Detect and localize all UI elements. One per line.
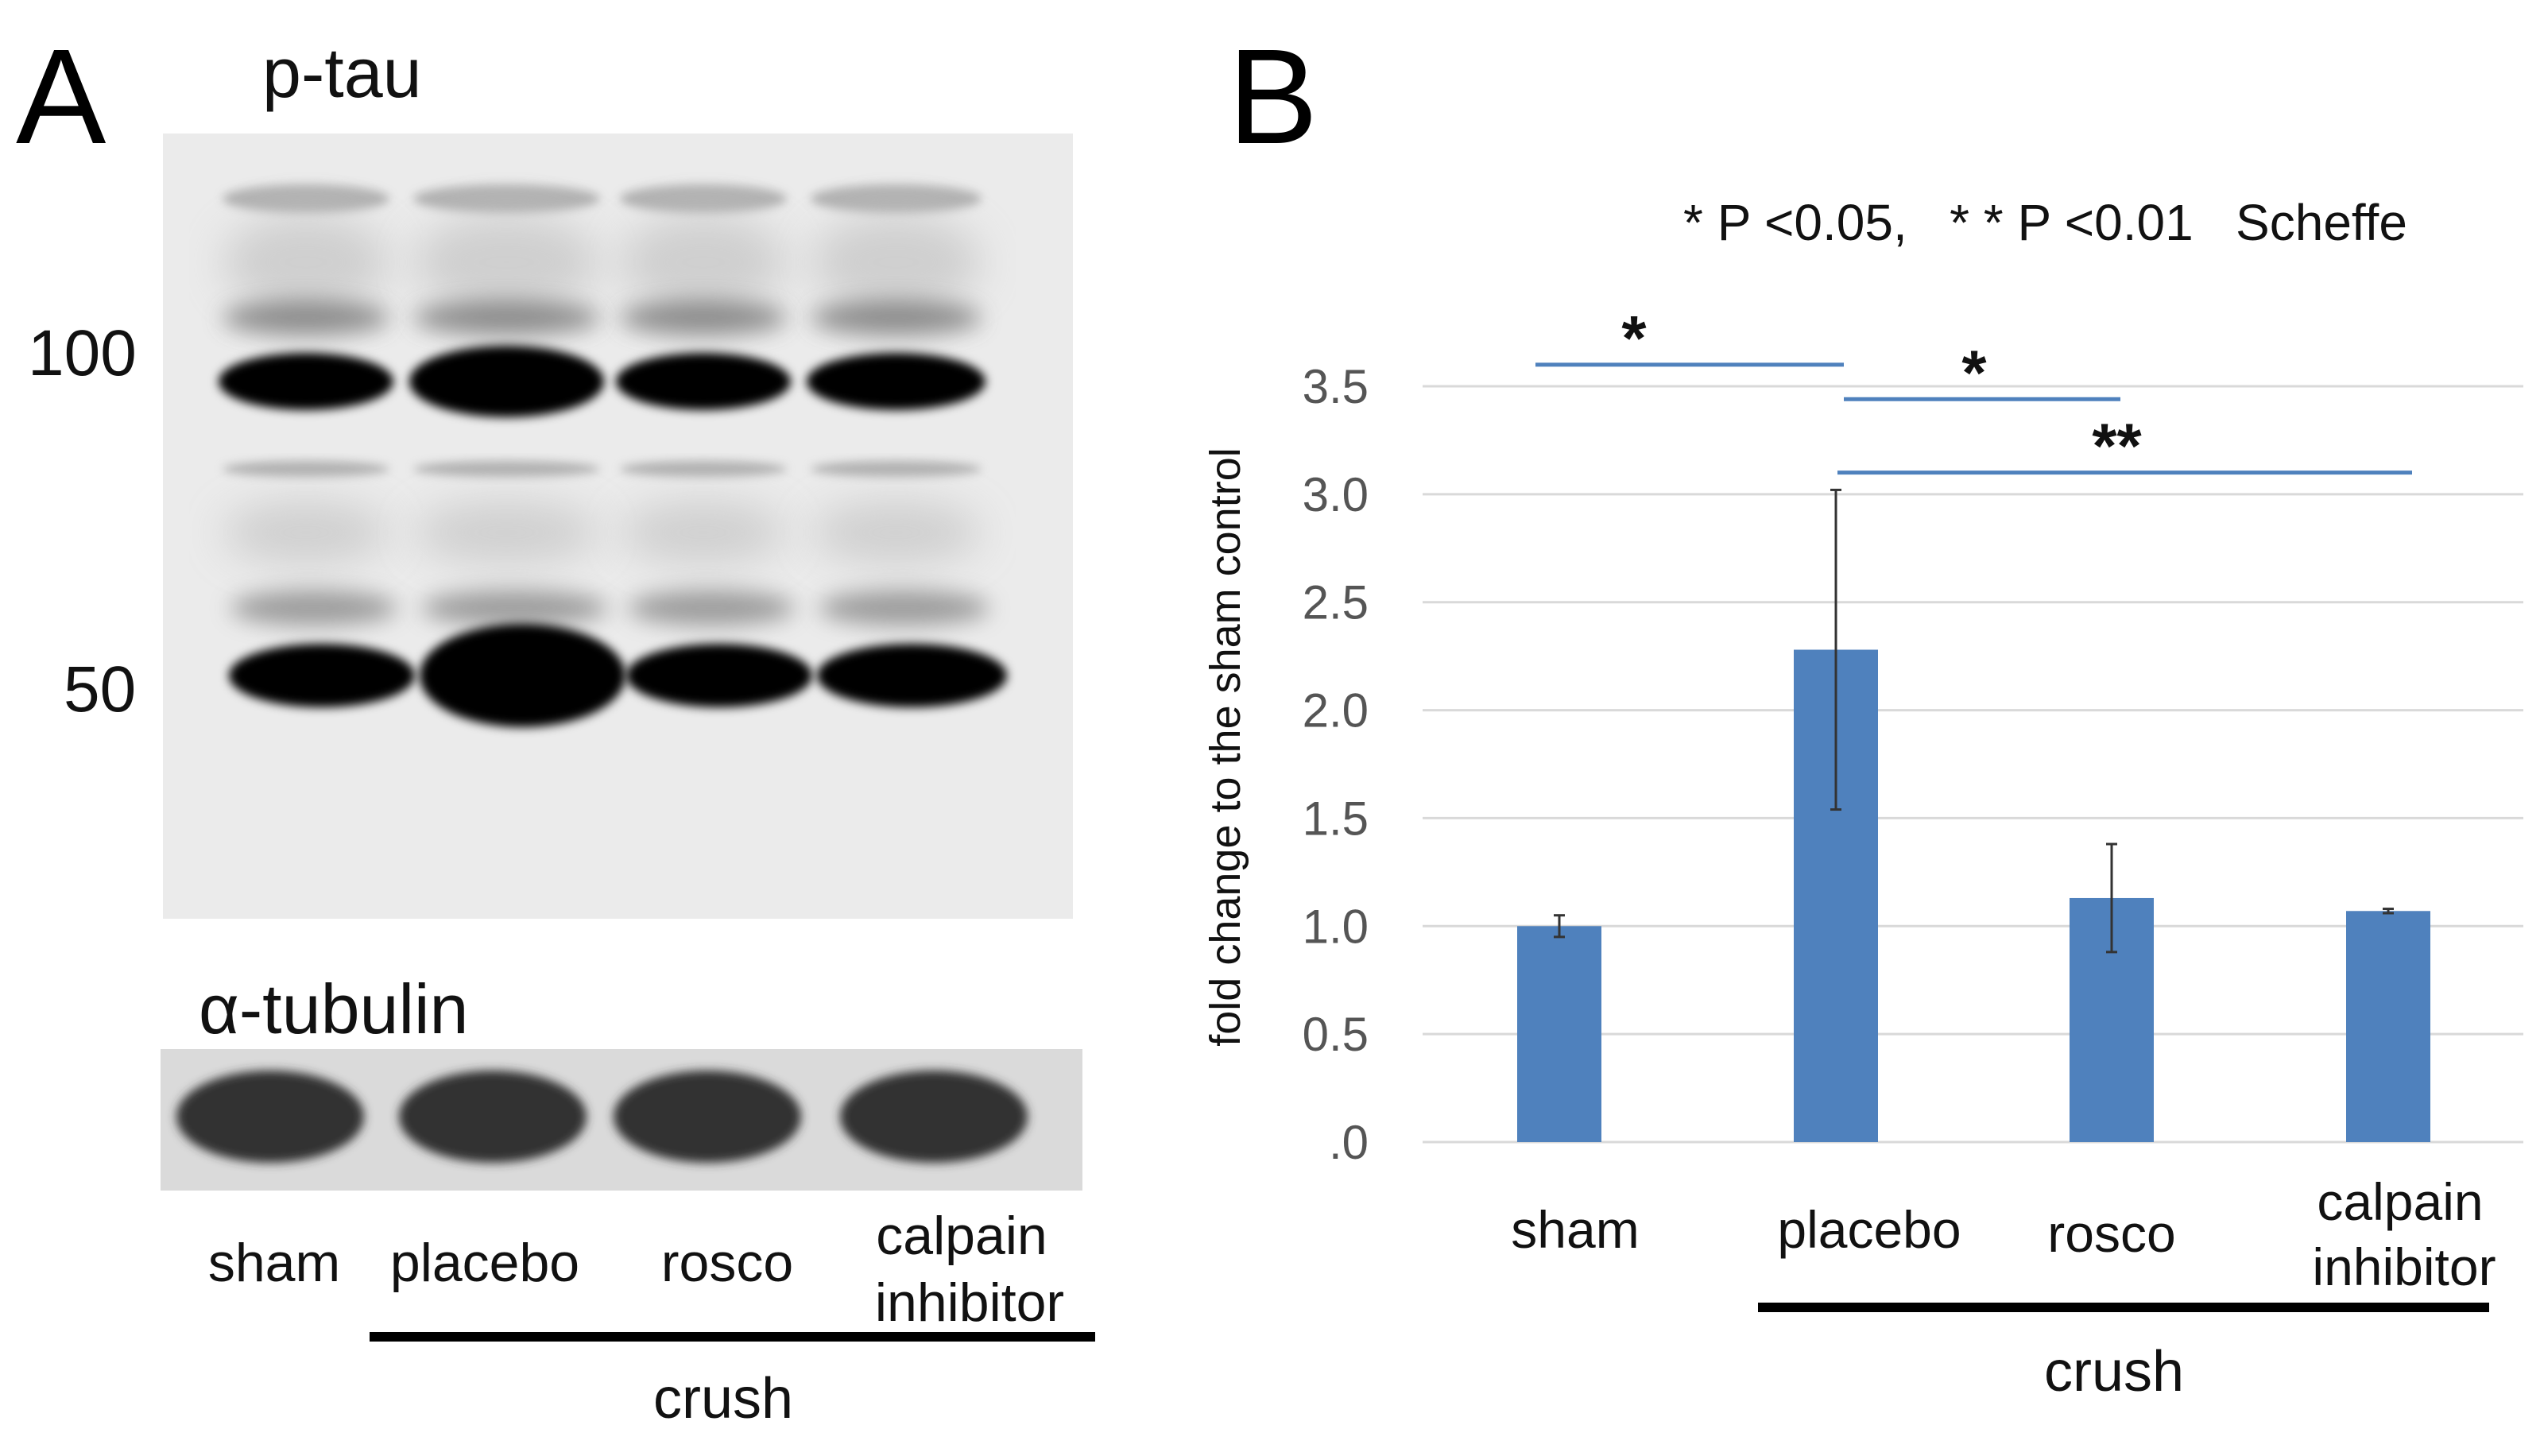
y-tick-label: 3.0 bbox=[1303, 468, 1369, 521]
band-faint-80 bbox=[223, 461, 389, 477]
smear-upper bbox=[811, 215, 982, 310]
x-label-3: calpain bbox=[2317, 1172, 2483, 1231]
error-bars bbox=[1554, 488, 2394, 954]
band-60 bbox=[819, 591, 989, 625]
band-top bbox=[811, 184, 982, 213]
significance-brackets: * *** bbox=[1535, 303, 2412, 482]
y-tick-label: 1.0 bbox=[1303, 900, 1369, 953]
band-faint-80 bbox=[413, 461, 600, 477]
mw-marker-50: 50 bbox=[64, 653, 136, 726]
y-tick-label: 1.5 bbox=[1303, 792, 1369, 845]
crush-label-b: crush bbox=[2044, 1340, 2184, 1404]
y-tick-label: .0 bbox=[1329, 1116, 1369, 1169]
band-top bbox=[413, 184, 600, 213]
tubulin-band bbox=[176, 1071, 364, 1163]
mw-marker-100: 100 bbox=[28, 317, 137, 389]
tubulin-band bbox=[614, 1071, 801, 1163]
lane-label-inhibitor: inhibitor bbox=[875, 1272, 1064, 1333]
smear-mid bbox=[223, 501, 389, 564]
crush-label-a: crush bbox=[653, 1367, 793, 1431]
band-faint-80 bbox=[811, 461, 982, 477]
lane-labels: sham placebo rosco calpain inhibitor bbox=[208, 1206, 1064, 1333]
smear-mid bbox=[413, 501, 600, 564]
smear-upper bbox=[223, 215, 389, 310]
band-shadow-100 bbox=[811, 300, 982, 335]
band-100 bbox=[807, 353, 985, 410]
band-shadow-100 bbox=[620, 300, 787, 335]
y-tick-label: 2.0 bbox=[1303, 684, 1369, 738]
x-label-0: sham bbox=[1511, 1200, 1639, 1259]
band-60 bbox=[421, 591, 608, 625]
bar-chart: .00.51.01.52.02.53.03.5 * *** sham placebo… bbox=[1202, 303, 2523, 1296]
bar-0 bbox=[1517, 926, 1601, 1142]
band-50 bbox=[420, 624, 625, 727]
gridlines bbox=[1423, 385, 2523, 1144]
alpha-tubulin-blot bbox=[161, 1049, 1082, 1191]
band-faint-80 bbox=[620, 461, 787, 477]
x-label-2: rosco bbox=[2047, 1204, 2175, 1263]
p-tau-label: p-tau bbox=[262, 33, 422, 112]
tubulin-band bbox=[840, 1071, 1028, 1163]
lane-label-calpain: calpain bbox=[876, 1206, 1047, 1266]
band-shadow-100 bbox=[223, 300, 389, 335]
p-tau-blot bbox=[163, 134, 1073, 919]
panel-b-letter: B bbox=[1228, 21, 1318, 172]
band-60 bbox=[628, 591, 795, 625]
band-100 bbox=[409, 346, 604, 417]
lane-label-placebo: placebo bbox=[390, 1233, 579, 1293]
alpha-tubulin-label: α-tubulin bbox=[199, 970, 469, 1048]
band-50 bbox=[626, 644, 812, 707]
band-shadow-100 bbox=[413, 300, 600, 335]
significance-label-1: * bbox=[1961, 337, 1987, 408]
smear-mid bbox=[811, 501, 982, 564]
y-tick-label: 2.5 bbox=[1303, 576, 1369, 629]
band-50 bbox=[229, 644, 415, 707]
band-top bbox=[223, 184, 389, 213]
significance-label-0: * bbox=[1621, 303, 1647, 374]
y-tick-label: 3.5 bbox=[1303, 360, 1369, 413]
panel-b: B * P <0.05, * * P <0.01 Scheffe .0 0.5 1.… bbox=[1202, 21, 2523, 1404]
smear-upper bbox=[413, 215, 600, 310]
panel-a: A p-tau 100 50 α-tubulin sham placebo ro… bbox=[16, 21, 1095, 1431]
band-60 bbox=[230, 591, 397, 625]
smear-mid bbox=[620, 501, 787, 564]
lane-label-rosco: rosco bbox=[661, 1233, 793, 1293]
x-label-1: placebo bbox=[1777, 1200, 1961, 1259]
band-100 bbox=[616, 353, 791, 410]
lane-label-sham: sham bbox=[208, 1233, 340, 1293]
band-100 bbox=[219, 353, 393, 410]
panel-a-letter: A bbox=[16, 21, 106, 172]
significance-label-2: ** bbox=[2092, 411, 2142, 482]
band-top bbox=[620, 184, 787, 213]
x-category-labels: sham placebo rosco calpain inhibitor bbox=[1511, 1172, 2496, 1296]
y-tick-label: 0.5 bbox=[1303, 1008, 1369, 1061]
x-label-3-line2: inhibitor bbox=[2312, 1237, 2496, 1296]
bars bbox=[1517, 649, 2430, 1142]
band-50 bbox=[817, 644, 1007, 707]
stat-note: * P <0.05, * * P <0.01 Scheffe bbox=[1683, 194, 2407, 251]
tubulin-band bbox=[399, 1071, 587, 1163]
bar-3 bbox=[2346, 911, 2430, 1142]
smear-upper bbox=[620, 215, 787, 310]
y-tick-labels: .0 0.5 1.0 1.5 2.0 2.5 3.0 3.5 bbox=[1303, 360, 1369, 1169]
y-axis-title: fold change to the sham control bbox=[1202, 447, 1249, 1046]
